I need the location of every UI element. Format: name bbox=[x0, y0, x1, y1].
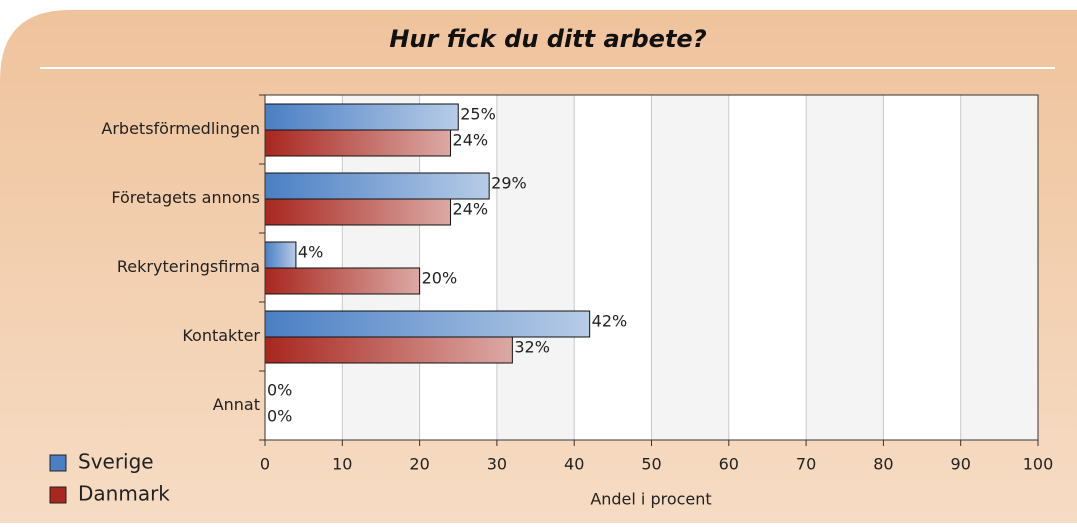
y-tick-label: Annat bbox=[213, 395, 260, 414]
value-label: 32% bbox=[514, 338, 550, 357]
bar bbox=[264, 267, 421, 295]
x-tick-label: 80 bbox=[873, 455, 893, 474]
x-tick-label: 30 bbox=[487, 455, 507, 474]
value-label: 0% bbox=[267, 381, 292, 400]
y-tick-label: Kontakter bbox=[182, 326, 260, 345]
x-tick-label: 0 bbox=[260, 455, 270, 474]
value-label: 0% bbox=[267, 407, 292, 426]
grid-band bbox=[651, 95, 729, 440]
value-label: 29% bbox=[491, 174, 527, 193]
x-tick-label: 100 bbox=[1023, 455, 1054, 474]
y-tick-label: Rekryteringsfirma bbox=[117, 257, 260, 276]
grid-band bbox=[960, 95, 1038, 440]
y-tick-label: Arbetsförmedlingen bbox=[101, 119, 260, 138]
x-tick-label: 20 bbox=[409, 455, 429, 474]
y-tick-label: Företagets annons bbox=[111, 188, 260, 207]
x-tick-label: 60 bbox=[719, 455, 739, 474]
bar bbox=[264, 103, 459, 131]
value-label: 4% bbox=[298, 243, 323, 262]
bar bbox=[264, 172, 490, 200]
value-label: 20% bbox=[422, 269, 458, 288]
value-label: 24% bbox=[453, 131, 489, 150]
x-tick-label: 90 bbox=[951, 455, 971, 474]
legend-swatch bbox=[49, 486, 67, 504]
x-tick-label: 10 bbox=[332, 455, 352, 474]
x-tick-label: 70 bbox=[796, 455, 816, 474]
plot-frame bbox=[264, 94, 1039, 441]
legend-label: Danmark bbox=[78, 482, 170, 506]
legend-label: Sverige bbox=[78, 450, 154, 474]
x-tick-label: 50 bbox=[641, 455, 661, 474]
value-label: 24% bbox=[453, 200, 489, 219]
bar bbox=[264, 241, 297, 269]
x-tick-label: 40 bbox=[564, 455, 584, 474]
chart-title: Hur fick du ditt arbete? bbox=[389, 25, 706, 53]
bar bbox=[264, 129, 452, 157]
grid-band bbox=[806, 95, 884, 440]
bar bbox=[264, 198, 452, 226]
legend-swatch bbox=[49, 454, 67, 472]
value-label: 42% bbox=[592, 312, 628, 331]
bar bbox=[264, 310, 591, 338]
grid-band bbox=[496, 95, 575, 440]
value-label: 25% bbox=[460, 105, 496, 124]
x-axis-label: Andel i procent bbox=[590, 490, 711, 509]
bar bbox=[264, 336, 513, 364]
